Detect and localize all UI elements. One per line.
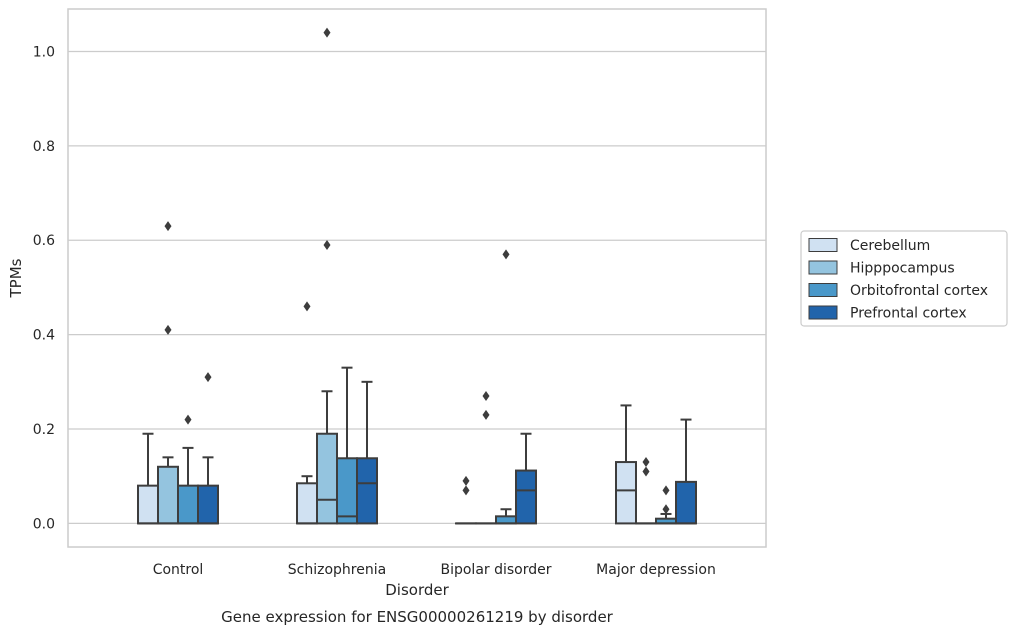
legend-label: Prefrontal cortex [850, 306, 967, 322]
legend-swatch [808, 238, 838, 252]
y-tick-label: 0.6 [33, 233, 55, 249]
legend-label: Cerebellum [850, 238, 930, 254]
y-tick-label: 0.0 [33, 516, 55, 532]
box [316, 390, 338, 525]
box-body [356, 457, 378, 525]
box [296, 475, 318, 525]
x-axis-title: Disorder [385, 581, 449, 599]
chart-caption: Gene expression for ENSG00000261219 by d… [221, 608, 614, 626]
x-tick-label: Control [153, 562, 204, 578]
legend-frame [800, 230, 1008, 327]
y-axis-title: TPMs [7, 258, 25, 298]
outlier-point [323, 239, 331, 250]
legend-label: Hipppocampus [850, 261, 955, 277]
box-body [177, 484, 199, 525]
gridlines [68, 50, 766, 525]
box [336, 366, 358, 525]
y-tick-label: 0.2 [33, 422, 55, 438]
box-body [675, 480, 697, 525]
outlier-point [164, 221, 172, 232]
x-tick-label: Bipolar disorder [440, 562, 551, 578]
y-axis-ticks: 0.0 0.2 0.4 0.6 0.8 1.0 [33, 44, 55, 532]
outlier-point [642, 457, 650, 468]
box-body [197, 484, 219, 525]
outlier-point [502, 249, 510, 260]
box [356, 380, 378, 525]
box [615, 404, 637, 525]
box [495, 508, 517, 525]
box-body [296, 482, 318, 525]
box [655, 512, 677, 525]
outlier-point [662, 485, 670, 496]
legend-swatch [808, 260, 838, 275]
box [515, 432, 537, 525]
legend-swatch [808, 283, 838, 297]
x-tick-label: Schizophrenia [288, 562, 386, 578]
box-body [495, 515, 517, 525]
outlier-point [462, 485, 470, 496]
outlier-point [482, 409, 490, 420]
box [197, 456, 219, 525]
plot-area-frame [67, 8, 767, 548]
legend: Cerebellum Hipppocampus Orbitofrontal cort… [800, 230, 1008, 327]
x-axis-ticks: Control Schizophrenia Bipolar disorder Majo… [153, 562, 716, 578]
box-body [515, 469, 537, 525]
y-tick-label: 0.8 [33, 139, 55, 155]
box-body [316, 432, 338, 525]
outlier-point [482, 390, 490, 401]
outlier-point [642, 466, 650, 477]
box-body [615, 461, 637, 525]
box-body [336, 457, 358, 525]
y-tick-label: 0.4 [33, 328, 55, 344]
outlier-point [323, 27, 331, 38]
outlier-point [462, 475, 470, 486]
x-tick-label: Major depression [596, 562, 716, 578]
outlier-point [303, 301, 311, 312]
outlier-point [662, 504, 670, 515]
box-series [137, 366, 697, 525]
box [675, 418, 697, 525]
legend-label: Orbitofrontal cortex [850, 283, 988, 299]
legend-swatch [808, 305, 838, 320]
box [177, 446, 199, 525]
outlier-point [164, 324, 172, 335]
box-body [137, 484, 159, 525]
outlier-point [184, 414, 192, 425]
box-body [157, 465, 179, 525]
box [137, 432, 159, 525]
y-tick-label: 1.0 [33, 44, 55, 60]
box [157, 456, 179, 525]
outlier-points [164, 27, 670, 515]
outlier-point [204, 372, 212, 383]
